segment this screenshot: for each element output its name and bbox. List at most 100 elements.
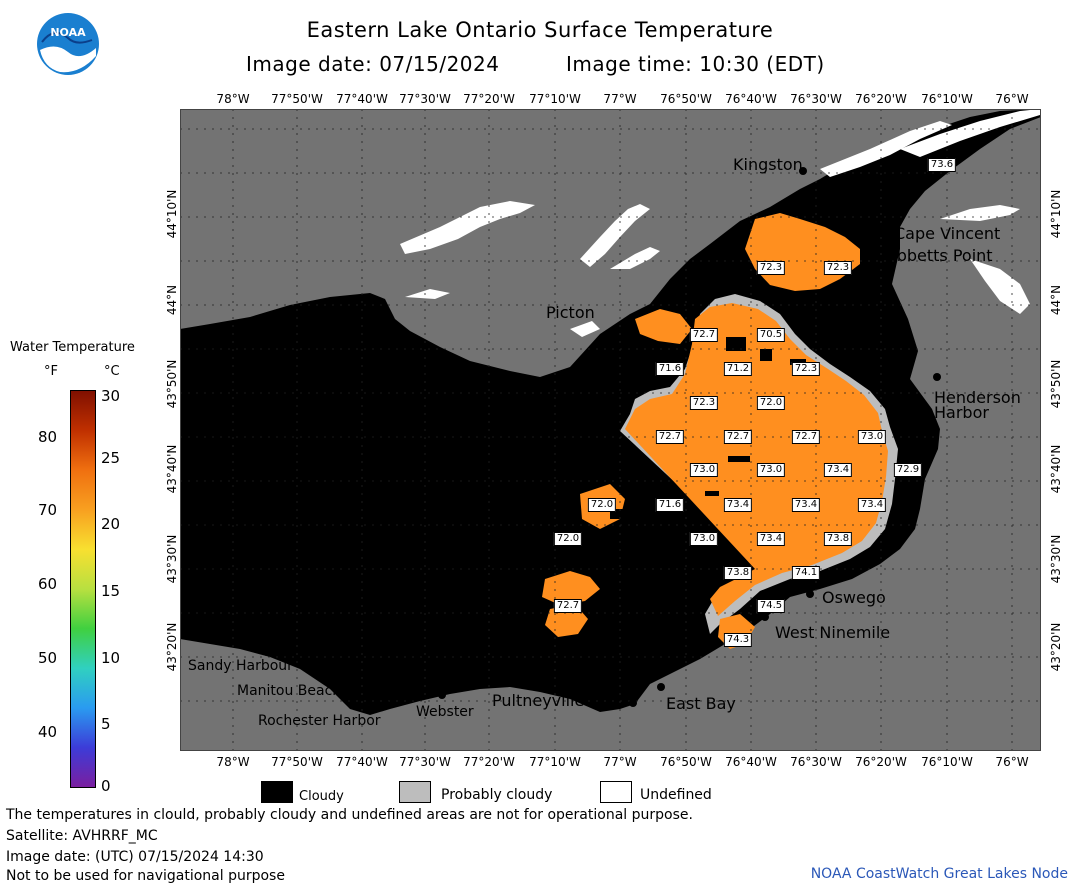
legend-c-tick-2: 20 (101, 515, 121, 533)
temperature-label-12: 72.7 (791, 430, 821, 444)
legend-c-tick-6: 0 (101, 777, 111, 795)
temperature-label-6: 71.2 (723, 362, 753, 376)
place-rochester-harbor: Rochester Harbor (258, 713, 381, 729)
lon-label-bottom-11: 76°10'W (921, 755, 973, 769)
legend-c-tick-4: 10 (101, 649, 121, 667)
temperature-label-24: 73.0 (689, 532, 719, 546)
surface-temperature-map (180, 109, 1041, 751)
place-webster: Webster (416, 704, 474, 720)
legend-f-tick-2: 60 (38, 575, 58, 593)
lat-label-right-2: 43°50'N (1049, 359, 1063, 409)
place-picton: Picton (546, 303, 595, 322)
temperature-label-23: 72.0 (553, 532, 583, 546)
lon-label-bottom-12: 76°W (995, 755, 1029, 769)
lon-label-top-11: 76°10'W (921, 92, 973, 106)
lat-label-left-4: 43°30'N (165, 534, 179, 584)
place-oswego: Oswego (822, 588, 886, 607)
key-undefined-label: Undefined (640, 787, 712, 803)
lon-label-top-7: 76°50'W (660, 92, 712, 106)
lon-label-bottom-5: 77°10'W (529, 755, 581, 769)
temperature-label-13: 73.0 (857, 430, 887, 444)
temperature-label-20: 73.4 (723, 498, 753, 512)
temperature-label-16: 73.4 (823, 463, 853, 477)
lat-label-left-0: 44°10'N (165, 189, 179, 239)
footer-disclaimer: The temperatures in clould, probably clo… (6, 807, 693, 823)
temperature-label-1: 72.3 (756, 261, 786, 275)
temperature-label-17: 72.9 (893, 463, 923, 477)
lon-label-top-12: 76°W (995, 92, 1029, 106)
lon-label-bottom-4: 77°20'W (463, 755, 515, 769)
temperature-label-15: 73.0 (756, 463, 786, 477)
image-date: Image date: 07/15/2024 (246, 52, 500, 76)
lat-label-left-1: 44°N (165, 284, 179, 316)
city-markers (263, 167, 941, 709)
temperature-label-14: 73.0 (689, 463, 719, 477)
svg-text:NOAA: NOAA (50, 26, 86, 39)
key-undefined-swatch (600, 781, 632, 803)
lat-label-left-5: 43°20'N (165, 622, 179, 672)
place-tibbetts-point: Tibbetts Point (883, 246, 993, 265)
place-east-bay: East Bay (666, 694, 736, 713)
legend-c-tick-5: 5 (101, 715, 111, 733)
temperature-label-11: 72.7 (723, 430, 753, 444)
temperature-label-31: 74.3 (723, 633, 753, 647)
place-henderson-harbor: Henderson (934, 388, 1021, 407)
place-sandy-harbour: Sandy Harbour (188, 658, 293, 674)
legend-f-tick-1: 70 (38, 501, 58, 519)
footer-satellite: Satellite: AVHRRF_MC (6, 828, 158, 844)
temperature-label-27: 73.8 (723, 566, 753, 580)
key-probably-cloudy-label: Probably cloudy (441, 787, 553, 803)
lon-label-bottom-9: 76°30'W (790, 755, 842, 769)
temperature-label-2: 72.3 (823, 261, 853, 275)
lat-label-right-5: 43°20'N (1049, 622, 1063, 672)
lon-label-bottom-1: 77°50'W (271, 755, 323, 769)
lon-label-top-2: 77°40'W (336, 92, 388, 106)
lon-label-top-9: 76°30'W (790, 92, 842, 106)
place-henderson-harbor-2: Harbor (934, 403, 989, 422)
map-border (180, 109, 1041, 751)
temperature-label-4: 70.5 (756, 328, 786, 342)
legend-colorbar (70, 390, 96, 788)
lat-label-right-0: 44°10'N (1049, 189, 1063, 239)
lon-label-bottom-10: 76°20'W (855, 755, 907, 769)
lat-label-right-3: 43°40'N (1049, 444, 1063, 494)
key-cloudy-label: Cloudy (299, 789, 344, 804)
place-pultneyville: Pultneyville (492, 691, 585, 710)
noaa-logo: NOAA (36, 12, 100, 76)
lat-label-right-4: 43°30'N (1049, 534, 1063, 584)
legend-c-tick-0: 30 (101, 387, 121, 405)
footer-image-date: Image date: (UTC) 07/15/2024 14:30 (6, 849, 264, 865)
lon-label-top-4: 77°20'W (463, 92, 515, 106)
map-title: Eastern Lake Ontario Surface Temperature (306, 18, 774, 42)
legend-title: Water Temperature (10, 340, 135, 355)
temperature-label-3: 72.7 (689, 328, 719, 342)
lon-label-top-6: 77°W (603, 92, 637, 106)
temperature-label-28: 74.1 (791, 566, 821, 580)
map-area (180, 109, 1041, 751)
image-time: Image time: 10:30 (EDT) (566, 52, 825, 76)
temperature-label-18: 72.0 (587, 498, 617, 512)
temperature-label-7: 72.3 (791, 362, 821, 376)
footer-credit: NOAA CoastWatch Great Lakes Node (810, 866, 1068, 882)
temperature-label-19: 71.6 (655, 498, 685, 512)
legend-c-tick-1: 25 (101, 449, 121, 467)
temperature-label-25: 73.4 (756, 532, 786, 546)
legend-unit-c: °C (104, 364, 120, 379)
temperature-label-29: 72.7 (553, 599, 583, 613)
lon-label-top-0: 78°W (216, 92, 250, 106)
place-west-ninemile: West Ninemile (775, 623, 891, 642)
key-cloudy-swatch (261, 781, 293, 803)
lon-label-top-3: 77°30'W (399, 92, 451, 106)
lon-label-bottom-7: 76°50'W (660, 755, 712, 769)
temperature-label-26: 73.8 (823, 532, 853, 546)
lon-label-bottom-2: 77°40'W (336, 755, 388, 769)
temperature-label-5: 71.6 (655, 362, 685, 376)
lon-label-bottom-8: 76°40'W (725, 755, 777, 769)
temperature-label-21: 73.4 (791, 498, 821, 512)
key-probably-cloudy-swatch (399, 781, 431, 803)
lat-label-left-2: 43°50'N (165, 359, 179, 409)
legend-c-tick-3: 15 (101, 582, 121, 600)
lon-label-top-1: 77°50'W (271, 92, 323, 106)
legend-unit-f: °F (44, 364, 58, 379)
lon-label-bottom-0: 78°W (216, 755, 250, 769)
